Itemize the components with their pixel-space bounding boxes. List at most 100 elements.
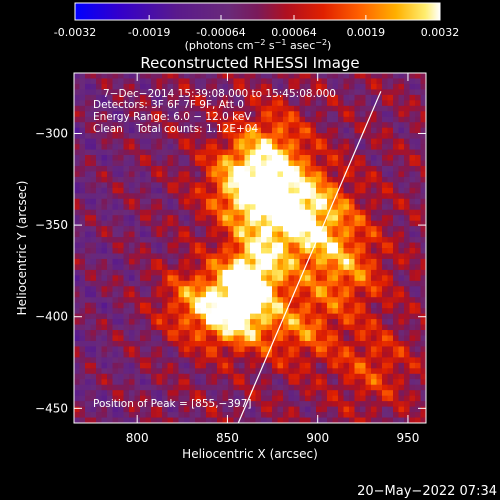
heatmap-cell [321,330,328,337]
heatmap-cell [360,373,367,380]
heatmap-cell [189,83,196,91]
heatmap-cell [200,297,207,304]
heatmap-cell [156,149,163,156]
heatmap-cell [90,204,97,211]
heatmap-cell [327,127,334,134]
heatmap-cell [387,395,394,402]
heatmap-cell [156,204,163,211]
heatmap-cell [272,160,279,167]
heatmap-cell [338,116,345,123]
heatmap-cell [123,122,130,129]
heatmap-cell [332,209,339,216]
heatmap-cell [365,182,372,189]
heatmap-cell [167,390,174,397]
heatmap-cell [272,401,279,408]
heatmap-cell [404,264,411,271]
heatmap-cell [376,182,383,189]
heatmap-cell [74,133,81,140]
heatmap-cell [382,155,389,162]
heatmap-cell [107,89,114,96]
heatmap-cell [195,395,202,402]
heatmap-cell [123,73,130,80]
heatmap-cell [415,144,422,151]
heatmap-cell [211,165,218,173]
heatmap-cell [211,384,218,391]
heatmap-cell [382,237,389,244]
heatmap-cell [288,248,295,255]
heatmap-cell [90,215,97,222]
heatmap-cell [321,204,328,211]
heatmap-cell [134,94,141,101]
heatmap-cell [321,176,328,183]
heatmap-cell [90,116,97,123]
heatmap-cell [85,133,92,140]
heatmap-cell [211,155,218,162]
heatmap-cell [261,275,268,282]
heatmap-cell [107,171,114,178]
x-axis-label: Heliocentric X (arcsec) [182,447,318,461]
heatmap-cell [415,351,422,358]
heatmap-cell [349,100,356,107]
heatmap-cell [189,346,196,353]
heatmap-cell [382,226,389,233]
heatmap-cell [409,269,416,276]
heatmap-cell [118,122,125,129]
heatmap-cell [272,313,279,320]
heatmap-cell [294,165,301,173]
heatmap-cell [294,122,301,129]
heatmap-cell [316,226,323,233]
heatmap-cell [112,264,119,271]
heatmap-cell [200,198,207,205]
heatmap-cell [415,346,422,353]
heatmap-cell [112,209,119,216]
heatmap-cell [184,209,191,216]
heatmap-cell [90,127,97,134]
heatmap-cell [228,209,235,216]
heatmap-cell [145,149,152,156]
heatmap-cell [200,368,207,375]
heatmap-cell [211,291,218,298]
heatmap-cell [156,297,163,304]
heatmap-cell [239,78,246,85]
heatmap-cell [228,340,235,348]
heatmap-cell [283,286,290,293]
heatmap-cell [387,384,394,391]
heatmap-cell [239,390,246,397]
heatmap-cell [376,340,383,348]
heatmap-cell [140,215,147,222]
heatmap-cell [299,187,306,194]
heatmap-cell [195,346,202,353]
heatmap-cell [332,242,339,249]
heatmap-cell [173,111,180,118]
heatmap-cell [178,89,185,96]
heatmap-cell [409,390,416,397]
heatmap-cell [332,116,339,123]
heatmap-cell [74,94,81,101]
heatmap-cell [222,220,229,227]
heatmap-cell [74,105,81,112]
heatmap-cell [228,253,235,260]
heatmap-cell [211,401,218,408]
heatmap-cell [360,105,367,112]
heatmap-cell [167,357,174,364]
heatmap-cell [233,89,240,96]
heatmap-cell [349,379,356,386]
heatmap-cell [184,176,191,183]
heatmap-cell [233,160,240,167]
heatmap-cell [134,275,141,282]
heatmap-cell [118,138,125,145]
chart-title: Reconstructed RHESSI Image [140,54,359,72]
heatmap-cell [255,286,262,293]
heatmap-cell [211,319,218,326]
heatmap-cell [233,275,240,282]
heatmap-cell [393,242,400,249]
heatmap-cell [200,187,207,194]
heatmap-cell [272,94,279,101]
heatmap-cell [382,78,389,85]
heatmap-cell [79,144,86,151]
heatmap-cell [272,351,279,358]
heatmap-cell [156,220,163,227]
heatmap-cell [387,406,394,413]
heatmap-cell [255,351,262,358]
heatmap-cell [261,100,268,107]
